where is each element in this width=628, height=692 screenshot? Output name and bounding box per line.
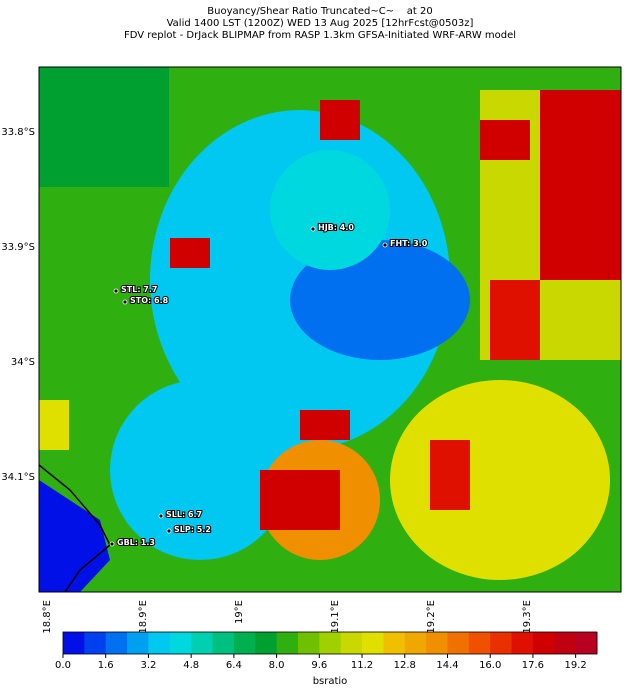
colorbar-segment xyxy=(63,632,85,654)
colorbar-segment xyxy=(383,632,406,654)
colorbar-segment xyxy=(169,632,192,654)
colorbar-tick-label: 3.2 xyxy=(140,660,156,671)
colorbar-tick-label: 17.6 xyxy=(522,660,544,671)
colorbar-tick-label: 12.8 xyxy=(394,660,416,671)
colorbar-tick-label: 1.6 xyxy=(98,660,114,671)
colorbar-segment xyxy=(84,632,107,654)
colorbar-segment xyxy=(148,632,171,654)
station-label: STL: 7.7 xyxy=(121,285,157,294)
colorbar-segment xyxy=(554,632,577,654)
lat-label: 34.1°S xyxy=(1,472,35,483)
colorbar-segment xyxy=(426,632,448,654)
colorbar-segment xyxy=(340,632,363,654)
colorbar-tick-label: 9.6 xyxy=(311,660,327,671)
station-label: HJB: 4.0 xyxy=(318,223,354,232)
colorbar-segment xyxy=(255,632,278,654)
colorbar-tick-label: 19.2 xyxy=(565,660,587,671)
station-label: SLP: 5.2 xyxy=(174,525,211,534)
station-marker xyxy=(166,528,172,534)
colorbar-tick-label: 0.0 xyxy=(55,660,71,671)
lon-label: 19.1°E xyxy=(330,600,341,634)
colorbar-segment xyxy=(127,632,149,654)
colorbar-segment xyxy=(191,632,214,654)
lon-label: 18.8°E xyxy=(42,600,53,634)
colorbar-segment xyxy=(404,632,427,654)
lon-label: 19.2°E xyxy=(426,600,437,634)
title-line: Valid 1400 LST (1200Z) WED 13 Aug 2025 [… xyxy=(167,18,474,29)
lat-label: 33.9°S xyxy=(1,242,35,253)
map-field xyxy=(38,66,622,593)
station-label: FHT: 3.0 xyxy=(390,239,428,248)
colorbar-segment xyxy=(233,632,256,654)
station-marker xyxy=(109,541,115,547)
colorbar-segment xyxy=(468,632,491,654)
lat-label: 33.8°S xyxy=(1,127,35,138)
lon-label: 18.9°E xyxy=(138,600,149,634)
colorbar-segment xyxy=(297,632,320,654)
colorbar-tick-label: 6.4 xyxy=(226,660,242,671)
title-line: FDV replot - DrJack BLIPMAP from RASP 1.… xyxy=(124,30,516,41)
colorbar-tick-label: 4.8 xyxy=(183,660,199,671)
colorbar-segment xyxy=(212,632,235,654)
station-marker xyxy=(158,513,164,519)
colorbar-segment xyxy=(319,632,342,654)
colorbar-tick-label: 16.0 xyxy=(479,660,501,671)
station-label: SLL: 6.7 xyxy=(166,510,202,519)
colorbar-tick-label: 14.4 xyxy=(436,660,458,671)
colorbar-segment xyxy=(276,632,299,654)
station-label: STO: 6.8 xyxy=(130,296,169,305)
colorbar-segment xyxy=(447,632,470,654)
station-marker xyxy=(113,288,119,294)
station-marker xyxy=(310,226,316,232)
lat-label: 34°S xyxy=(11,357,35,368)
colorbar-segment xyxy=(490,632,513,654)
colorbar-segment xyxy=(532,632,555,654)
colorbar-frame xyxy=(62,631,598,655)
colorbar-segment xyxy=(105,632,128,654)
colorbar-tick-label: 11.2 xyxy=(351,660,373,671)
station-marker xyxy=(122,299,128,305)
colorbar-segment xyxy=(362,632,384,654)
lon-label: 19.3°E xyxy=(522,600,533,634)
station-marker xyxy=(382,242,388,248)
colorbar-tick-label: 8.0 xyxy=(269,660,285,671)
colorbar-segment xyxy=(575,632,598,654)
colorbar-label: bsratio xyxy=(313,676,348,687)
lon-label: 19°E xyxy=(234,600,245,624)
title-line: Buoyancy/Shear Ratio Truncated~C~ at 20 xyxy=(207,6,432,17)
station-label: GBL: 1.3 xyxy=(117,538,155,547)
colorbar-segment xyxy=(511,632,534,654)
